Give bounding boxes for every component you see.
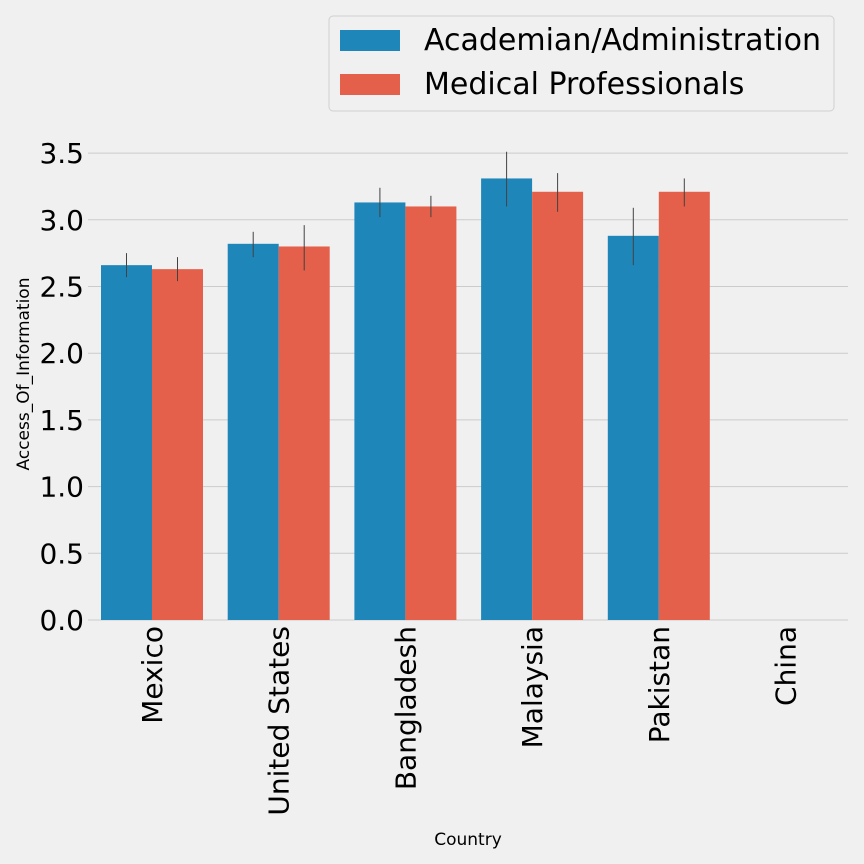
error-bars-group	[126, 151, 685, 282]
x-tick-label: Pakistan	[643, 626, 676, 743]
y-tick-label: 2.0	[39, 337, 84, 370]
y-tick-label: 1.0	[39, 471, 84, 504]
x-tick-label: Mexico	[136, 626, 169, 724]
x-tick-labels: Mexico United States Bangladesh Malaysia Pak…	[136, 626, 803, 816]
bar-medical	[152, 269, 203, 620]
legend-frame	[328, 15, 835, 112]
x-tick-label: Bangladesh	[389, 626, 422, 790]
legend-label-medical: Medical Professionals	[424, 67, 744, 102]
bar-academian	[354, 202, 406, 620]
x-axis-title: Country	[434, 830, 502, 850]
y-tick-label: 1.5	[39, 404, 84, 437]
y-tick-label: 3.0	[39, 204, 84, 237]
y-tick-label: 0.5	[39, 537, 84, 570]
y-tick-label: 3.5	[39, 137, 84, 170]
y-tick-label: 2.5	[39, 271, 84, 304]
bars-group	[101, 178, 710, 621]
bar-academian	[607, 235, 659, 621]
bar-medical	[658, 191, 710, 620]
bar-academian	[227, 243, 279, 620]
x-tick-label: United States	[263, 626, 296, 816]
y-gridlines	[88, 152, 848, 621]
legend-label-academian: Academian/Administration	[424, 23, 821, 58]
bar-medical	[278, 246, 330, 621]
bar-medical	[532, 191, 584, 620]
legend: Academian/Administration Medical Profess…	[328, 15, 835, 112]
x-tick-label: China	[770, 626, 803, 706]
y-tick-labels: 0.0 0.5 1.0 1.5 2.0 2.5 3.0 3.5	[39, 137, 84, 637]
legend-swatch-academian	[340, 30, 400, 51]
bar-medical	[405, 206, 457, 620]
bar-academian	[481, 178, 533, 621]
bar-academian	[101, 265, 152, 620]
x-tick-label: Malaysia	[516, 626, 549, 748]
legend-swatch-medical	[340, 74, 400, 95]
y-axis-title: Access_Of_Information	[14, 278, 34, 471]
y-tick-label: 0.0	[39, 604, 84, 637]
